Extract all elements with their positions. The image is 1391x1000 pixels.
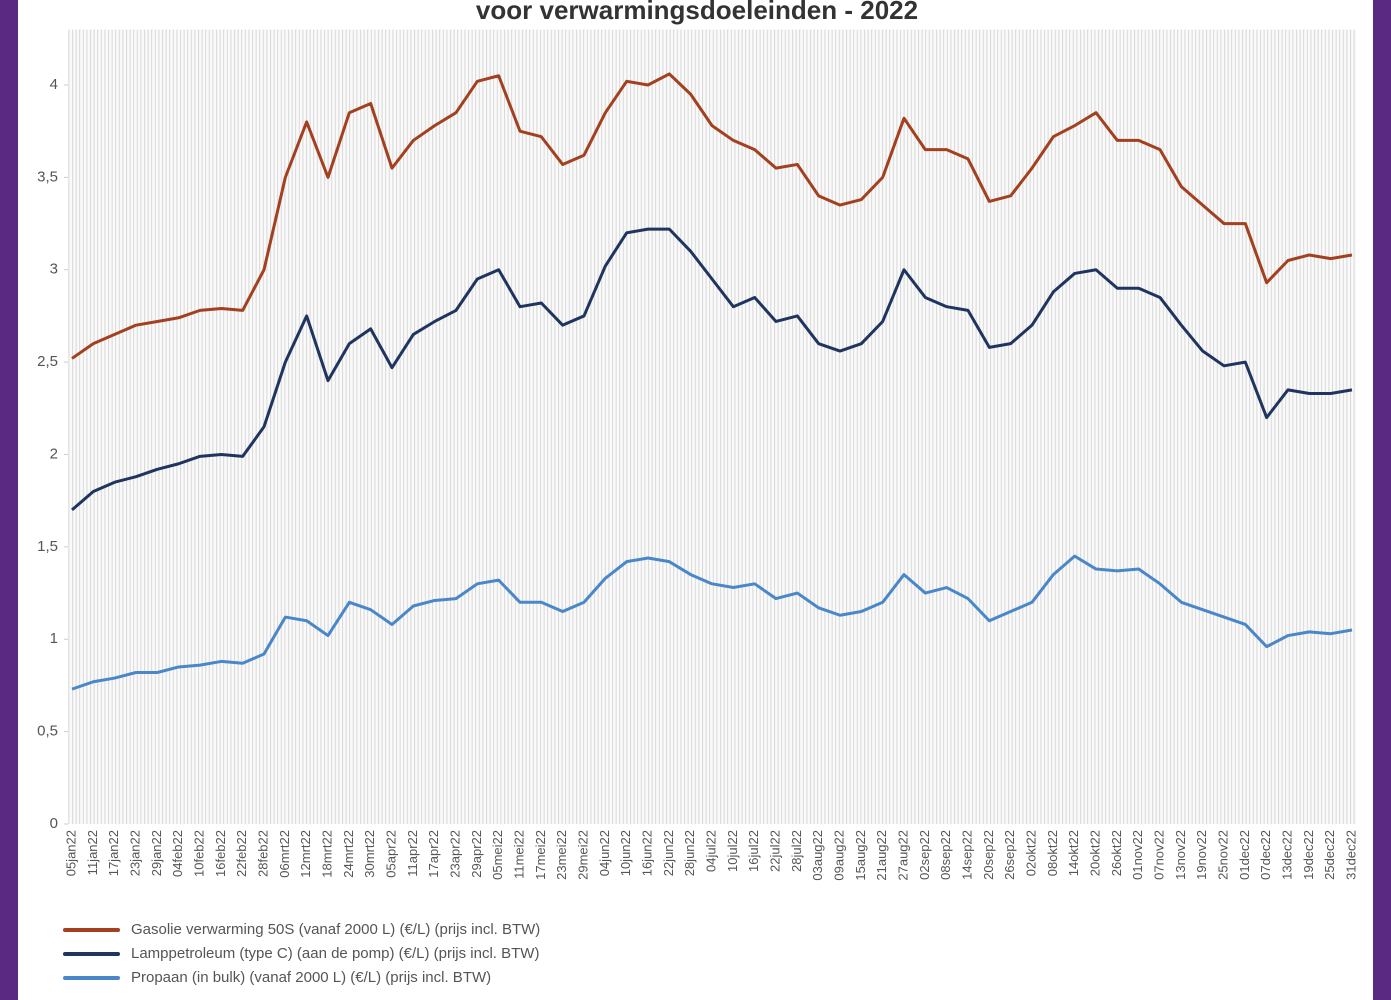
x-tick-label: 27aug22 <box>895 830 910 881</box>
y-tick-label: 0,5 <box>37 723 58 740</box>
plot-area <box>68 29 1356 824</box>
x-tick-label: 13dec22 <box>1279 830 1294 880</box>
x-tick-label: 19dec22 <box>1301 830 1316 880</box>
x-tick-label: 20okt22 <box>1087 830 1102 876</box>
series-line <box>71 554 1353 691</box>
x-tick-label: 08okt22 <box>1045 830 1060 876</box>
x-tick-label: 20sep22 <box>981 830 996 880</box>
x-tick-label: 11apr22 <box>405 830 420 877</box>
x-tick-label: 05apr22 <box>383 830 398 878</box>
x-tick-label: 07nov22 <box>1151 830 1166 880</box>
x-tick-label: 26okt22 <box>1109 830 1124 876</box>
y-tick-label: 1,5 <box>37 538 58 555</box>
legend-label: Gasolie verwarming 50S (vanaf 2000 L) (€… <box>131 921 540 938</box>
x-tick-label: 17apr22 <box>426 830 441 878</box>
x-tick-label: 16jun22 <box>639 830 654 876</box>
x-tick-label: 26sep22 <box>1002 830 1017 880</box>
x-tick-label: 18mrt22 <box>319 830 334 878</box>
x-tick-label: 12mrt22 <box>298 830 313 878</box>
x-tick-label: 11jan22 <box>85 830 100 875</box>
x-tick-label: 06mrt22 <box>277 830 292 878</box>
x-tick-label: 04jul22 <box>703 830 718 872</box>
x-tick-label: 25nov22 <box>1215 830 1230 880</box>
x-tick-label: 16feb22 <box>213 830 228 877</box>
x-tick-label: 14sep22 <box>959 830 974 880</box>
x-tick-label: 23jan22 <box>127 830 142 876</box>
y-tick-label: 0 <box>50 815 58 832</box>
x-tick-label: 30mrt22 <box>362 830 377 878</box>
x-tick-label: 22jun22 <box>661 830 676 876</box>
x-tick-label: 29jan22 <box>149 830 164 876</box>
x-tick-label: 13nov22 <box>1173 830 1188 880</box>
x-tick-label: 01dec22 <box>1237 830 1252 880</box>
x-tick-label: 28jul22 <box>789 830 804 872</box>
x-tick-label: 10feb22 <box>191 830 206 877</box>
y-tick-label: 2,5 <box>37 353 58 370</box>
x-tick-label: 05mei22 <box>490 830 505 880</box>
x-tick-label: 07dec22 <box>1258 830 1273 880</box>
x-tick-label: 11mei22 <box>511 830 526 879</box>
x-tick-label: 25dec22 <box>1322 830 1337 880</box>
x-tick-label: 28feb22 <box>255 830 270 877</box>
x-tick-label: 09aug22 <box>831 830 846 881</box>
x-tick-label: 19nov22 <box>1194 830 1209 880</box>
chart-title: voor verwarmingsdoeleinden - 2022 <box>476 0 918 25</box>
x-tick-label: 23mei22 <box>554 830 569 880</box>
x-tick-label: 04jun22 <box>597 830 612 876</box>
x-tick-label: 03aug22 <box>810 830 825 881</box>
x-tick-label: 10jul22 <box>725 830 740 872</box>
y-tick-label: 4 <box>50 76 58 93</box>
x-tick-label: 23apr22 <box>447 830 462 878</box>
x-tick-label: 31dec22 <box>1343 830 1358 880</box>
x-tick-label: 29apr22 <box>469 830 484 878</box>
x-tick-label: 29mei22 <box>575 830 590 880</box>
x-tick-label: 02sep22 <box>917 830 932 880</box>
x-tick-label: 04feb22 <box>170 830 185 877</box>
x-tick-label: 22jul22 <box>767 830 782 872</box>
legend-label: Lamppetroleum (type C) (aan de pomp) (€/… <box>131 945 539 962</box>
x-tick-label: 01nov22 <box>1130 830 1145 880</box>
legend-label: Propaan (in bulk) (vanaf 2000 L) (€/L) (… <box>131 969 491 986</box>
x-tick-label: 02okt22 <box>1023 830 1038 876</box>
x-tick-label: 24mrt22 <box>341 830 356 878</box>
x-tick-label: 17jan22 <box>106 830 121 876</box>
y-tick-label: 3,5 <box>37 168 58 185</box>
x-tick-label: 22feb22 <box>234 830 249 877</box>
y-tick-label: 3 <box>50 261 58 278</box>
x-tick-label: 28jun22 <box>682 830 697 876</box>
x-tick-label: 10jun22 <box>618 830 633 876</box>
y-tick-label: 1 <box>50 630 58 647</box>
series-line <box>71 227 1353 512</box>
x-tick-label: 21aug22 <box>874 830 889 881</box>
x-tick-label: 08sep22 <box>938 830 953 880</box>
x-tick-label: 15aug22 <box>853 830 868 881</box>
x-tick-label: 17mei22 <box>533 830 548 880</box>
y-tick-label: 2 <box>50 445 58 462</box>
x-tick-label: 14okt22 <box>1066 830 1081 876</box>
x-tick-label: 05jan22 <box>63 830 78 876</box>
series-line <box>71 72 1353 360</box>
x-tick-label: 16jul22 <box>746 830 761 872</box>
